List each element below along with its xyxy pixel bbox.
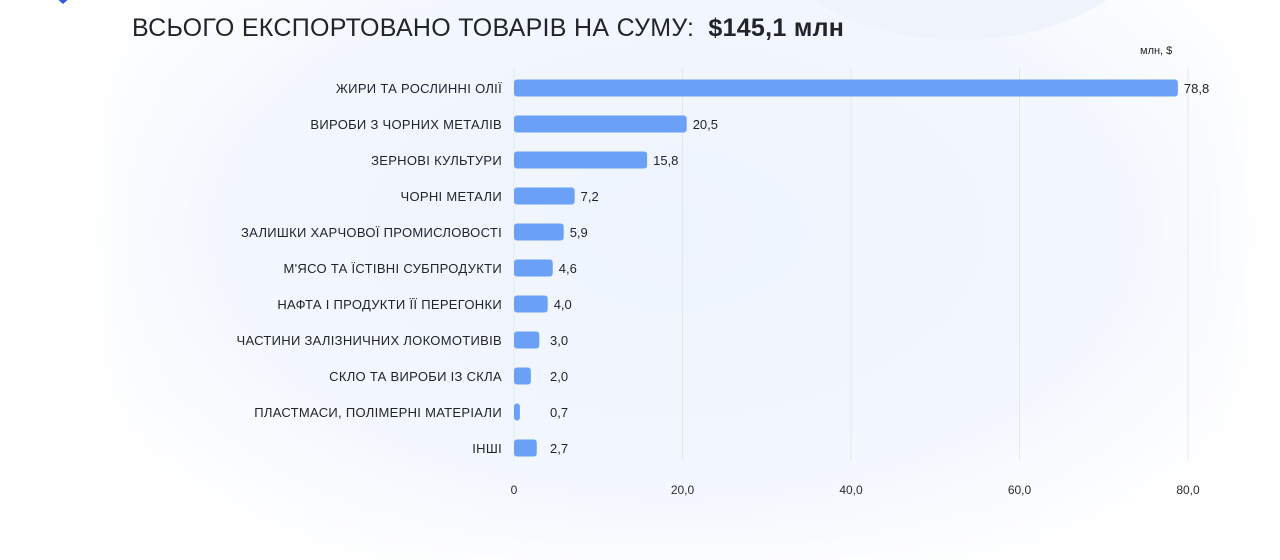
x-tick-label: 80,0 — [1176, 483, 1200, 497]
value-label: 3,0 — [550, 333, 568, 348]
logo-icon — [58, 0, 68, 5]
value-label: 2,7 — [550, 441, 568, 456]
bar — [514, 223, 564, 241]
value-label: 2,0 — [550, 369, 568, 384]
bar — [514, 151, 648, 169]
category-label: ВИРОБИ З ЧОРНИХ МЕТАЛІВ — [310, 117, 502, 132]
bars — [514, 79, 1178, 457]
category-label: ЖИРИ ТА РОСЛИННІ ОЛІЇ — [336, 81, 502, 96]
chart-title-amount: $145,1 млн — [708, 14, 845, 42]
bar — [514, 331, 540, 349]
value-labels: 78,8 20,5 15,8 7,2 5,9 4,6 4,0 3,0 2,0 0,7 2,7 — [550, 81, 1209, 456]
value-label: 5,9 — [570, 225, 588, 240]
chart-title: ВСЬОГО ЕКСПОРТОВАНО ТОВАРІВ НА СУМУ: $145… — [132, 14, 844, 43]
value-label: 0,7 — [550, 405, 568, 420]
category-label: НАФТА І ПРОДУКТИ ЇЇ ПЕРЕГОНКИ — [277, 297, 502, 312]
category-label: ЗЕРНОВІ КУЛЬТУРИ — [371, 153, 502, 168]
x-tick-label: 40,0 — [839, 483, 863, 497]
bar-chart: ЖИРИ ТА РОСЛИННІ ОЛІЇ ВИРОБИ З ЧОРНИХ МЕТ… — [236, 68, 1209, 497]
unit-label: млн, $ — [1140, 45, 1173, 57]
x-tick-label: 20,0 — [671, 483, 695, 497]
category-labels: ЖИРИ ТА РОСЛИННІ ОЛІЇ ВИРОБИ З ЧОРНИХ МЕТ… — [236, 81, 503, 456]
bar — [514, 403, 520, 421]
category-label: ЧАСТИНИ ЗАЛІЗНИЧНИХ ЛОКОМОТИВІВ — [236, 333, 502, 348]
value-label: 20,5 — [693, 117, 718, 132]
bar — [514, 259, 553, 277]
bar — [514, 367, 531, 385]
x-axis-ticks: 0 20,0 40,0 60,0 80,0 — [511, 483, 1200, 497]
category-label: ЗАЛИШКИ ХАРЧОВОЇ ПРОМИСЛОВОСТІ — [241, 225, 502, 240]
value-label: 7,2 — [581, 189, 599, 204]
value-label: 78,8 — [1184, 81, 1209, 96]
chart-title-text: ВСЬОГО ЕКСПОРТОВАНО ТОВАРІВ НА СУМУ: — [132, 14, 695, 42]
bar — [514, 79, 1178, 97]
category-label: ІНШІ — [472, 441, 502, 456]
value-label: 4,6 — [559, 261, 577, 276]
x-tick-label: 0 — [511, 483, 518, 497]
value-label: 4,0 — [554, 297, 572, 312]
value-label: 15,8 — [653, 153, 678, 168]
bar — [514, 115, 687, 133]
category-label: М'ЯСО ТА ЇСТІВНІ СУБПРОДУКТИ — [284, 261, 503, 276]
category-label: ПЛАСТМАСИ, ПОЛІМЕРНІ МАТЕРІАЛИ — [254, 405, 502, 420]
bar — [514, 295, 548, 313]
bar — [514, 187, 575, 205]
category-label: СКЛО ТА ВИРОБИ ІЗ СКЛА — [329, 369, 502, 384]
bar — [514, 439, 537, 457]
category-label: ЧОРНІ МЕТАЛИ — [401, 189, 503, 204]
x-tick-label: 60,0 — [1008, 483, 1032, 497]
